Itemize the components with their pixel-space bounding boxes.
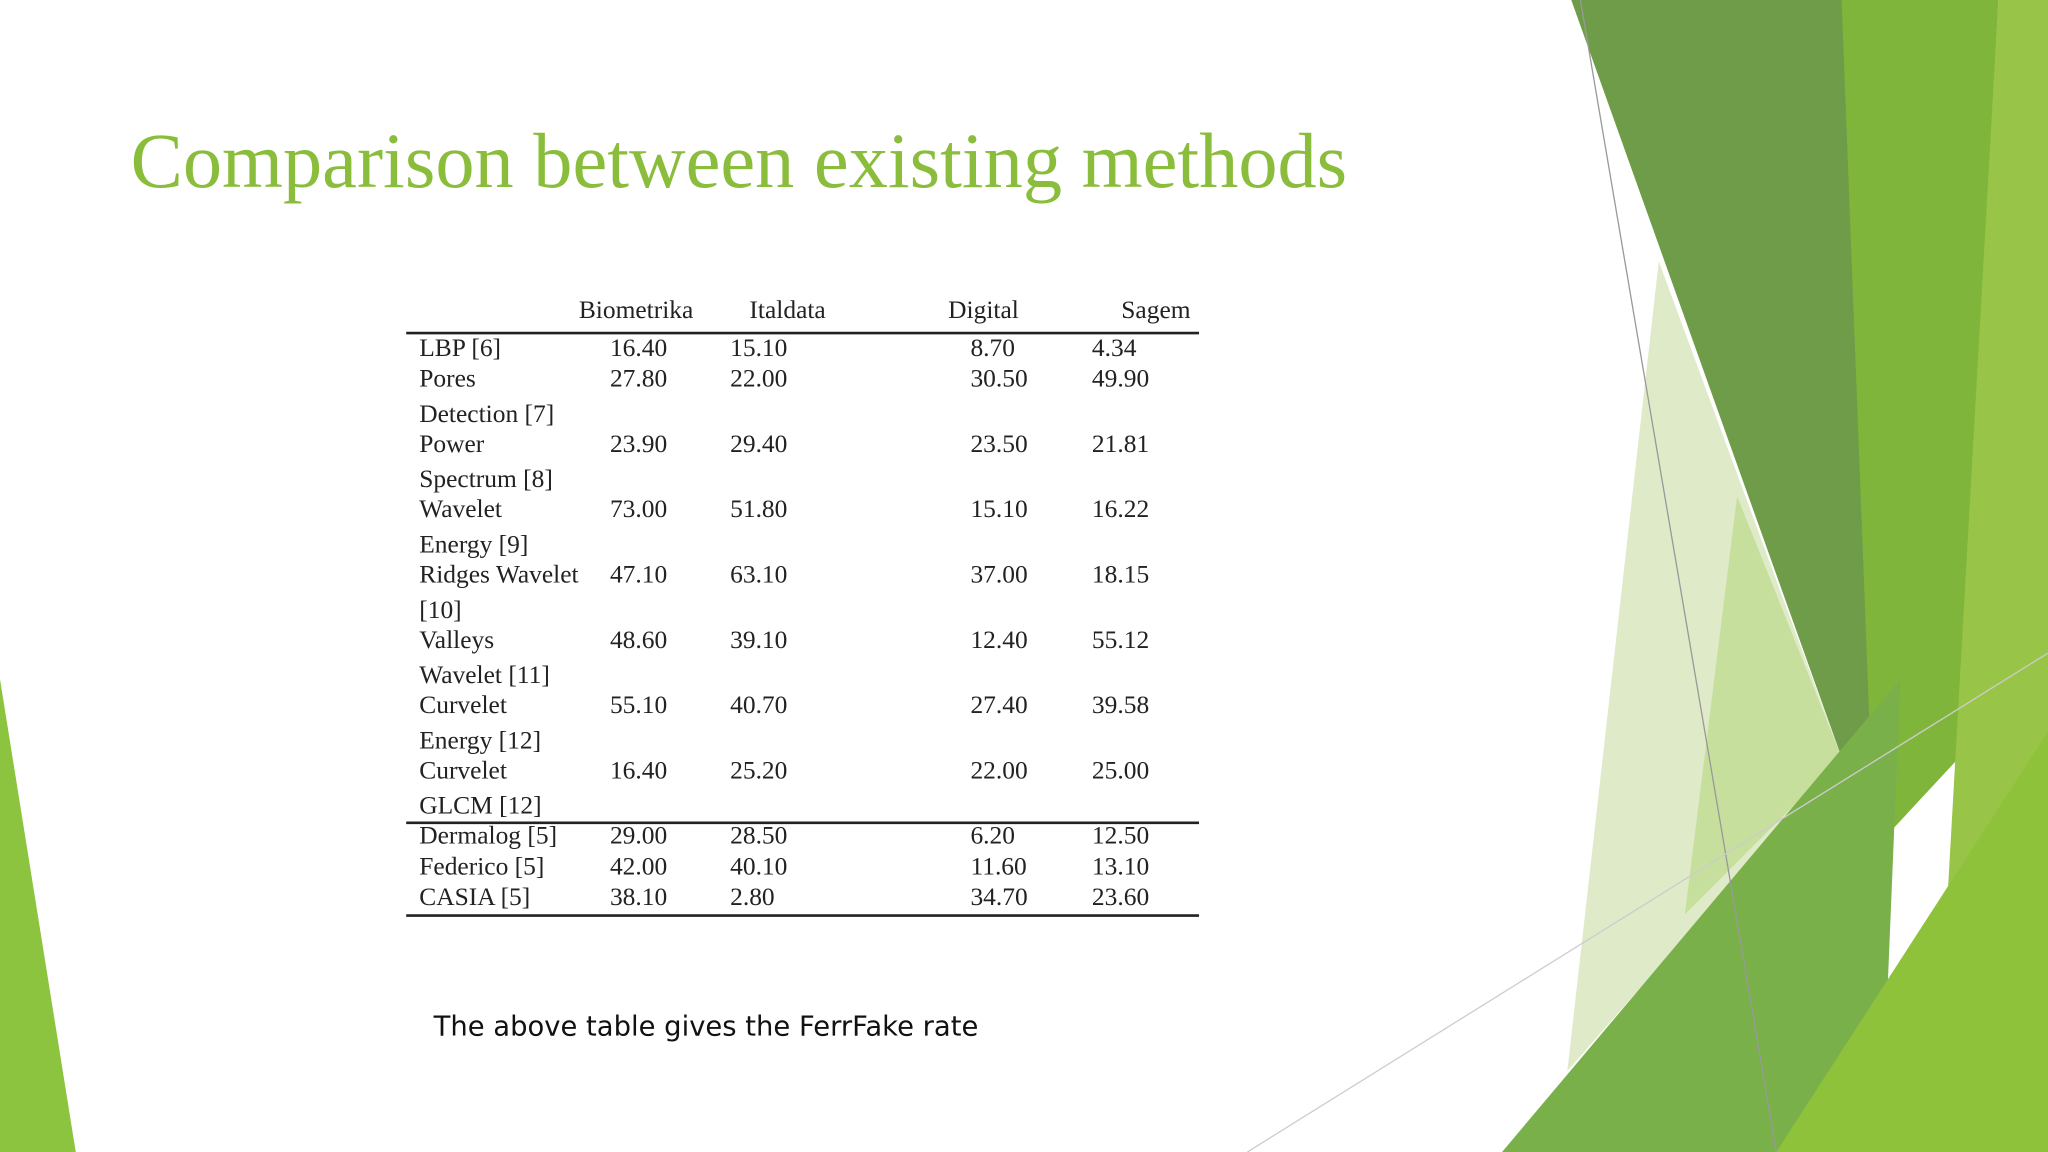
method-name: Energy [12] <box>419 725 541 754</box>
cell-value: 22.00 <box>730 364 787 393</box>
cell-value: 6.20 <box>970 821 1015 850</box>
cell-value: 30.50 <box>970 364 1027 393</box>
shape <box>1841 0 1999 849</box>
cell-value: 23.90 <box>610 429 667 458</box>
slide-title: Comparison between existing methods <box>131 117 1348 204</box>
cell-value: 23.50 <box>970 429 1027 458</box>
method-name: Curvelet <box>419 690 507 719</box>
shape <box>1776 731 2048 1152</box>
cell-value: 23.60 <box>1092 882 1149 911</box>
cell-value: 29.00 <box>610 821 667 850</box>
cell-value: 18.15 <box>1092 559 1149 588</box>
method-name: Curvelet <box>419 755 507 784</box>
cell-value: 15.10 <box>970 494 1027 523</box>
cell-value: 38.10 <box>610 882 667 911</box>
cell-value: 55.12 <box>1092 625 1149 654</box>
cell-value: 13.10 <box>1092 851 1149 880</box>
cell-value: 15.10 <box>730 333 787 362</box>
cell-value: 28.50 <box>730 821 787 850</box>
method-name: LBP [6] <box>419 333 501 362</box>
cell-value: 12.40 <box>970 625 1027 654</box>
column-header: Sagem <box>1121 295 1190 324</box>
cell-value: 16.40 <box>610 333 667 362</box>
method-name: Power <box>419 429 485 458</box>
cell-value: 34.70 <box>970 882 1027 911</box>
cell-value: 25.20 <box>730 755 787 784</box>
cell-value: 73.00 <box>610 494 667 523</box>
cell-value: 47.10 <box>610 559 667 588</box>
method-name: Spectrum [8] <box>419 464 553 493</box>
cell-value: 37.00 <box>970 559 1027 588</box>
method-name: Wavelet <box>419 494 502 523</box>
cell-value: 12.50 <box>1092 821 1149 850</box>
cell-value: 51.80 <box>730 494 787 523</box>
cell-value: 39.10 <box>730 625 787 654</box>
method-name: Dermalog [5] <box>419 821 557 850</box>
column-header: Italdata <box>749 295 825 324</box>
cell-value: 39.58 <box>1092 690 1149 719</box>
cell-value: 16.40 <box>610 755 667 784</box>
method-name: Federico [5] <box>419 851 544 880</box>
cell-value: 8.70 <box>970 333 1015 362</box>
shape <box>1571 0 1920 849</box>
method-name: Wavelet [11] <box>419 660 550 689</box>
method-name: [10] <box>419 595 461 624</box>
cell-value: 27.80 <box>610 364 667 393</box>
cell-value: 40.70 <box>730 690 787 719</box>
column-header: Digital <box>948 295 1019 324</box>
cell-value: 21.81 <box>1092 429 1149 458</box>
method-name: Energy [9] <box>419 529 528 558</box>
method-name: Pores <box>419 364 476 393</box>
column-header: Biometrika <box>579 295 694 324</box>
cell-value: 40.10 <box>730 851 787 880</box>
cell-value: 29.40 <box>730 429 787 458</box>
cell-value: 4.34 <box>1092 333 1137 362</box>
method-name: Detection [7] <box>419 399 554 428</box>
cell-value: 2.80 <box>730 882 775 911</box>
thin-line <box>1579 0 1777 1152</box>
method-name: GLCM [12] <box>419 791 541 820</box>
shape <box>1567 261 1842 1072</box>
cell-value: 16.22 <box>1092 494 1149 523</box>
cell-value: 49.90 <box>1092 364 1149 393</box>
cell-value: 11.60 <box>970 851 1026 880</box>
cell-value: 42.00 <box>610 851 667 880</box>
method-name: CASIA [5] <box>419 882 530 911</box>
shape <box>1684 496 1842 915</box>
caption: The above table gives the FerrFake rate <box>433 1011 979 1042</box>
method-name: Ridges Wavelet <box>419 559 578 588</box>
cell-value: 27.40 <box>970 690 1027 719</box>
cell-value: 48.60 <box>610 625 667 654</box>
thin-line <box>1247 652 2048 1152</box>
method-name: Valleys <box>419 625 494 654</box>
table: Biometrika Italdata Digital Sagem LBP [6] 16.… <box>406 295 1200 917</box>
cell-value: 55.10 <box>610 690 667 719</box>
cell-value: 25.00 <box>1092 755 1149 784</box>
cell-value: 22.00 <box>970 755 1027 784</box>
cell-value: 63.10 <box>730 559 787 588</box>
